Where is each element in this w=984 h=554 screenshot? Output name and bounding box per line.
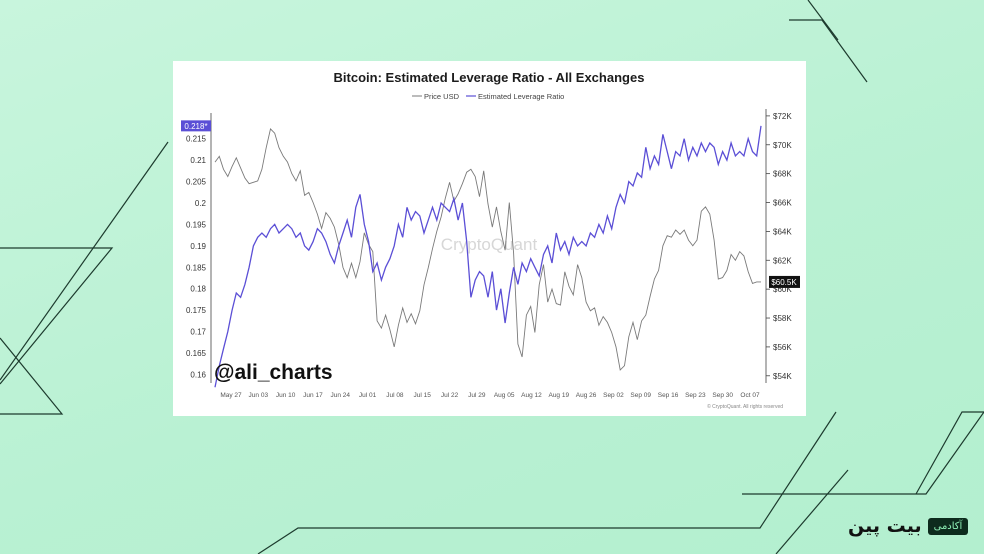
x-tick-label: May 27: [220, 392, 242, 399]
y-tick-label-left: 0.185: [186, 263, 207, 272]
y-tick-label-right: $56K: [773, 343, 792, 352]
chart-title: Bitcoin: Estimated Leverage Ratio - All …: [334, 70, 645, 85]
y-axis-left-ticks: 0.215 0.21 0.205 0.2 0.195 0.19 0.185 0.18 0.175…: [186, 135, 207, 380]
x-tick-label: Sep 30: [712, 392, 733, 399]
x-tick-label: Sep 23: [685, 392, 706, 399]
y-tick-label-right: $60K: [773, 285, 792, 294]
y-tick-label-left: 0.21: [190, 156, 206, 165]
deco-line: [915, 411, 984, 495]
y-tick-label-right: $64K: [773, 227, 792, 236]
x-tick-label: Sep 09: [630, 392, 651, 399]
y-tick-label-right: $68K: [773, 170, 792, 179]
legend-label-price: Price USD: [424, 92, 460, 101]
brand-name: بیت پین: [848, 515, 922, 537]
series-line-price: [214, 127, 761, 371]
x-tick-label: Jul 15: [414, 392, 432, 399]
y-tick-label-left: 0.2: [195, 199, 207, 208]
deco-line: [807, 0, 839, 41]
series-line-leverage: [214, 125, 762, 388]
y-tick-label-right: $54K: [773, 372, 792, 381]
x-tick-label: Jun 03: [249, 392, 269, 399]
x-tick-label: Sep 16: [658, 392, 679, 399]
x-tick-label: Aug 05: [494, 392, 515, 399]
x-tick-label: Aug 19: [548, 392, 569, 399]
deco-line: [789, 19, 868, 83]
x-tick-label: Aug 12: [521, 392, 542, 399]
brand-logo: بیت پین آکادمی: [848, 513, 969, 539]
y-tick-label-left: 0.19: [190, 242, 206, 251]
x-tick-label: Oct 07: [740, 392, 760, 399]
chart-svg: Bitcoin: Estimated Leverage Ratio - All …: [181, 70, 800, 410]
x-axis-ticks: May 27 Jun 03 Jun 10 Jun 17 Jun 24 Jul 01 Jul …: [220, 392, 760, 399]
legend: Price USD Estimated Leverage Ratio: [412, 92, 564, 101]
y-tick-label-right: $58K: [773, 314, 792, 323]
current-value-label-right: $60.5K: [771, 278, 797, 287]
current-value-tag-left: 0.218*: [181, 120, 211, 132]
current-value-tag-right-bg: [769, 275, 800, 288]
y-tick-label-left: 0.18: [190, 285, 206, 294]
brand-badge: آکادمی: [927, 517, 969, 535]
x-tick-label: Aug 26: [576, 392, 597, 399]
y-axis-right-ticks: $72K $70K $68K $66K $64K $62K $60K $58K $56K $54K: [766, 112, 792, 381]
current-value-label-left: 0.218*: [184, 122, 207, 131]
y-tick-label-right: $66K: [773, 199, 792, 208]
author-handle: @ali_charts: [214, 361, 333, 384]
y-tick-label-left: 0.215: [186, 135, 207, 144]
y-tick-label-right: $70K: [773, 141, 792, 150]
y-tick-label-left: 0.165: [186, 349, 207, 358]
legend-label-leverage: Estimated Leverage Ratio: [478, 92, 564, 101]
y-tick-label-right: $62K: [773, 256, 792, 265]
x-tick-label: Jun 24: [330, 392, 350, 399]
y-tick-label-left: 0.205: [186, 178, 207, 187]
copyright-credit: © CryptoQuant. All rights reserved: [707, 403, 783, 410]
x-tick-label: Jul 22: [441, 392, 459, 399]
deco-line: [775, 469, 849, 554]
deco-line: [0, 247, 114, 385]
x-tick-label: Jun 17: [303, 392, 323, 399]
y-tick-label-left: 0.16: [190, 370, 206, 379]
y-tick-label-left: 0.17: [190, 328, 206, 337]
watermark: CryptoQuant: [441, 235, 538, 254]
x-tick-label: Sep 02: [603, 392, 624, 399]
y-tick-label-left: 0.175: [186, 306, 207, 315]
current-value-tag-right: $60.5K: [769, 275, 800, 288]
x-tick-label: Jun 10: [276, 392, 296, 399]
deco-line: [257, 411, 837, 554]
chart-panel: Bitcoin: Estimated Leverage Ratio - All …: [173, 61, 806, 416]
y-tick-label-right: $72K: [773, 112, 792, 121]
deco-line: [0, 141, 169, 381]
deco-line: [0, 337, 64, 415]
y-tick-label-left: 0.195: [186, 220, 207, 229]
deco-line: [742, 411, 984, 495]
x-tick-label: Jul 29: [468, 392, 486, 399]
current-value-tag-left-bg: [181, 120, 211, 132]
x-tick-label: Jul 01: [359, 392, 377, 399]
x-tick-label: Jul 08: [386, 392, 404, 399]
